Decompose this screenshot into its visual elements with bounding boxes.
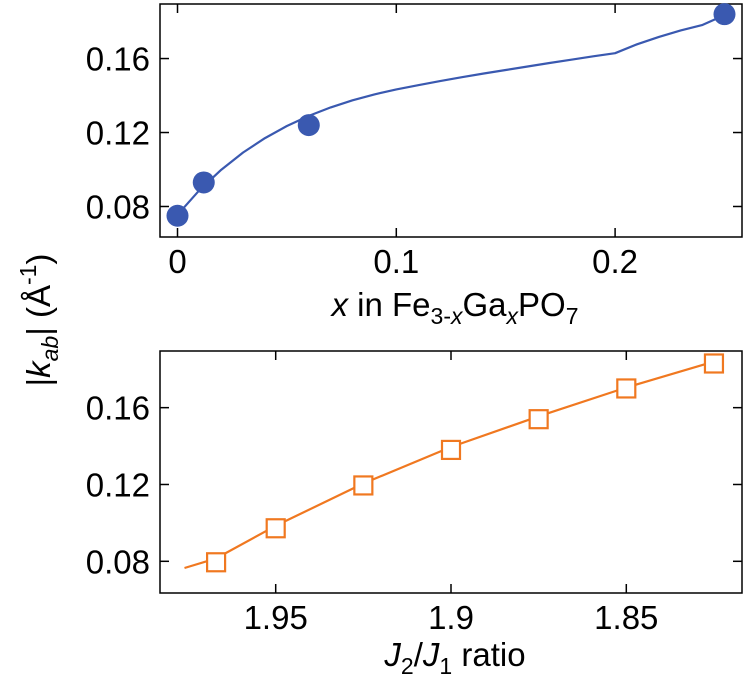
top-fit-line (176, 14, 725, 216)
bottom-data-point (616, 378, 637, 399)
bottom-data-point (265, 518, 286, 539)
bottom-data-point (440, 439, 462, 461)
bottom-x-tick-label: 1.95 (244, 599, 308, 636)
bottom-y-tick-label: 0.16 (86, 390, 150, 427)
bottom-data-point (528, 409, 549, 430)
bottom-plot-frame (159, 350, 743, 594)
top-plot-frame (159, 3, 743, 238)
bottom-x-tick-label: 1.85 (594, 599, 658, 636)
top-y-tick-label: 0.12 (86, 115, 150, 152)
bottom-data-point (703, 353, 725, 374)
top-data-point (713, 3, 736, 26)
top-panel: 0 0.1 0.2 0.08 0.12 0.16 x in Fe3-xGaxPO7 (86, 3, 743, 329)
top-x-tick-label: 0.1 (373, 243, 419, 280)
top-y-tick-label: 0.16 (86, 41, 150, 78)
bottom-data-point (205, 552, 227, 573)
top-x-tick-label: 0 (168, 243, 186, 280)
top-series (166, 3, 736, 227)
bottom-x-axis-label: J2/J1 ratio (383, 636, 525, 679)
bottom-y-tick-label: 0.12 (86, 466, 150, 503)
bottom-y-tick-label: 0.08 (86, 543, 150, 580)
bottom-series (184, 353, 725, 573)
bottom-axes: 1.95 1.9 1.85 0.08 0.12 0.16 (86, 351, 742, 636)
top-x-tick-label: 0.2 (592, 243, 638, 280)
top-data-point (166, 204, 189, 227)
top-axes: 0 0.1 0.2 0.08 0.12 0.16 (86, 4, 742, 280)
top-y-tick-label: 0.08 (86, 188, 150, 225)
top-x-axis-label: x in Fe3-xGaxPO7 (329, 286, 578, 329)
top-data-point (297, 114, 320, 137)
bottom-data-point (353, 475, 374, 496)
bottom-x-tick-label: 1.9 (428, 599, 474, 636)
y-axis-label: |kab| (Å-1) (15, 254, 63, 387)
bottom-panel: 1.95 1.9 1.85 0.08 0.12 0.16 J2/J1 ratio (86, 350, 743, 679)
top-data-point (192, 171, 215, 194)
